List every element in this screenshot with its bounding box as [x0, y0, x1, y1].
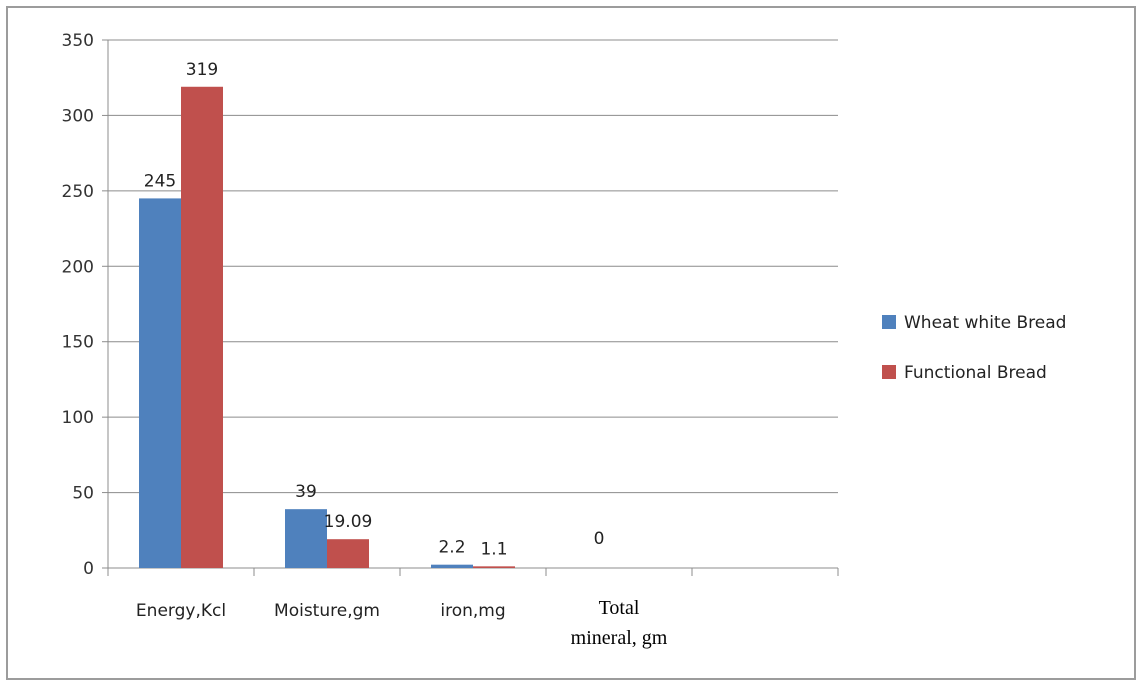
- y-tick-label: 50: [72, 484, 94, 504]
- bar: [285, 509, 327, 568]
- y-tick-label: 350: [62, 31, 94, 51]
- bar: [327, 539, 369, 568]
- category-label: Energy,Kcl: [136, 601, 226, 621]
- y-tick-label: 200: [62, 257, 94, 277]
- bar: [473, 566, 515, 568]
- y-tick-label: 300: [62, 106, 94, 126]
- data-label: 2.2: [438, 538, 465, 558]
- data-label: 19.09: [324, 512, 373, 532]
- legend-label: Wheat white Bread: [904, 313, 1066, 333]
- data-label: 319: [186, 60, 218, 80]
- data-label: 245: [144, 171, 176, 191]
- y-tick-label: 100: [62, 408, 94, 428]
- x-axis: [107, 567, 839, 576]
- category-label: iron,mg: [440, 601, 505, 621]
- bar: [139, 198, 181, 568]
- y-axis: 0 50 100 150 200 250 300 350: [62, 31, 109, 579]
- bars: [139, 86, 515, 568]
- bar: [181, 86, 223, 568]
- legend: Wheat white Bread Functional Bread: [882, 313, 1066, 383]
- legend-swatch: [882, 315, 896, 329]
- legend-swatch: [882, 365, 896, 379]
- category-label: Moisture,gm: [274, 601, 380, 621]
- y-tick-label: 0: [83, 559, 94, 579]
- data-labels: 245 39 2.2 319 19.09 1.1 0: [144, 60, 605, 560]
- y-tick-label: 250: [62, 182, 94, 202]
- y-tick-label: 150: [62, 333, 94, 353]
- category-labels: Energy,Kcl Moisture,gm iron,mg Total mineral…: [136, 597, 668, 649]
- data-label: 39: [295, 482, 317, 502]
- gridlines: [108, 39, 838, 494]
- data-label: 1.1: [480, 539, 507, 559]
- bar: [431, 564, 473, 568]
- category-label: Total mineral, gm: [571, 597, 668, 649]
- data-label: 0: [594, 529, 605, 549]
- legend-label: Functional Bread: [904, 363, 1047, 383]
